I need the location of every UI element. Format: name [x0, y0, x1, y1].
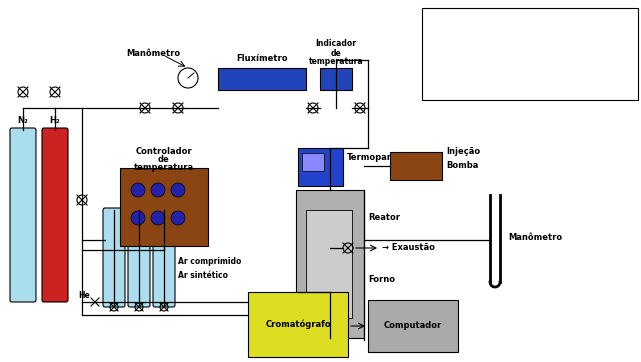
FancyBboxPatch shape: [153, 208, 175, 307]
Circle shape: [171, 183, 185, 197]
Text: temperatura: temperatura: [309, 57, 363, 66]
Text: N₂: N₂: [17, 116, 28, 125]
Bar: [320, 68, 352, 90]
Text: Válvula padrão: Válvula padrão: [446, 80, 511, 89]
Bar: [218, 68, 306, 90]
Bar: [296, 190, 364, 338]
Text: Fluxímetro: Fluxímetro: [237, 54, 288, 63]
FancyBboxPatch shape: [10, 128, 36, 302]
Text: Computador: Computador: [384, 321, 442, 331]
Bar: [248, 292, 348, 357]
Text: Manômetro: Manômetro: [508, 233, 562, 243]
Bar: [306, 210, 352, 318]
Text: Indicador: Indicador: [315, 39, 356, 48]
Text: temperatura: temperatura: [134, 163, 194, 172]
FancyBboxPatch shape: [390, 152, 442, 180]
Bar: [302, 153, 324, 171]
Text: Injeção: Injeção: [446, 147, 480, 156]
Circle shape: [131, 211, 145, 225]
FancyBboxPatch shape: [103, 208, 125, 307]
FancyBboxPatch shape: [128, 208, 150, 307]
Text: Bomba: Bomba: [446, 161, 478, 171]
Circle shape: [171, 211, 185, 225]
Text: Cromatógrafo: Cromatógrafo: [265, 320, 331, 329]
Bar: [120, 168, 208, 246]
Text: → Exaustão: → Exaustão: [382, 244, 435, 253]
Text: Válvula reguladora de pressão: Válvula reguladora de pressão: [446, 38, 578, 47]
Bar: [422, 8, 638, 100]
Text: Reator: Reator: [368, 214, 400, 223]
Text: de: de: [158, 155, 170, 164]
Text: Manômetro: Manômetro: [126, 49, 180, 58]
Text: Forno: Forno: [368, 275, 395, 285]
Circle shape: [151, 183, 165, 197]
Circle shape: [151, 211, 165, 225]
Circle shape: [178, 68, 198, 88]
Text: He: He: [78, 290, 90, 299]
Text: Válvula esfera: Válvula esfera: [446, 17, 508, 26]
Text: Controlador: Controlador: [136, 147, 192, 156]
Text: H₂: H₂: [50, 116, 60, 125]
Text: de: de: [331, 49, 342, 58]
Bar: [298, 148, 343, 186]
Text: Ar comprimido: Ar comprimido: [178, 257, 242, 266]
Circle shape: [131, 183, 145, 197]
Text: Válvula agulha: Válvula agulha: [446, 59, 510, 68]
FancyBboxPatch shape: [42, 128, 68, 302]
Bar: [368, 300, 458, 352]
Text: Termopar: Termopar: [347, 152, 392, 161]
Text: Ar sintético: Ar sintético: [178, 272, 228, 281]
